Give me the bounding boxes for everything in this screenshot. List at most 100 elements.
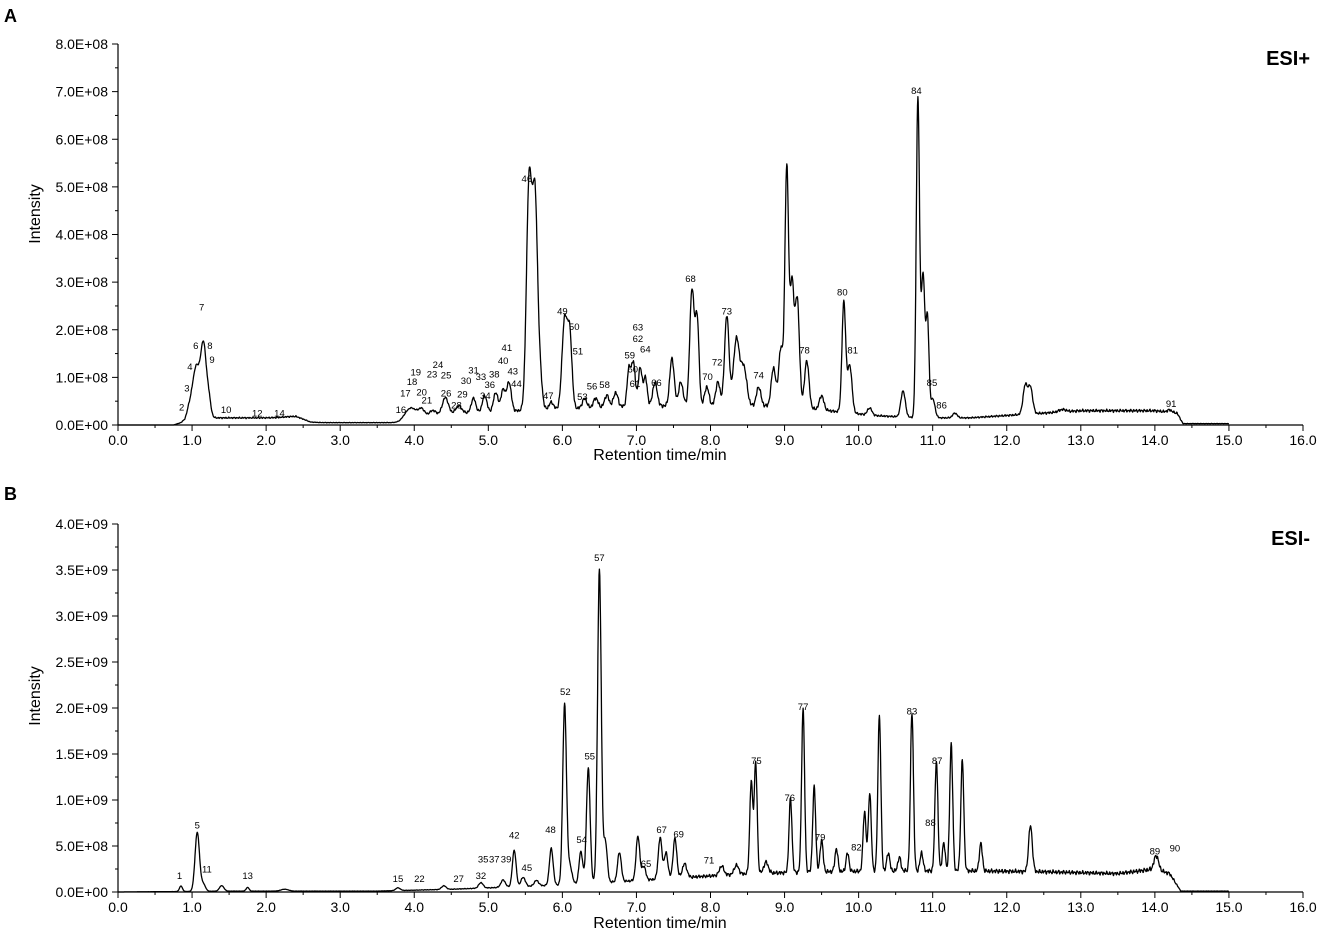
x-tick-label: 1.0 — [182, 899, 202, 915]
x-tick-label: 0.0 — [108, 899, 128, 915]
panel-a-mode-label: ESI+ — [1266, 48, 1310, 70]
peak-label: 12 — [252, 408, 263, 419]
x-tick-label: 5.0 — [479, 899, 499, 915]
peak-label: 66 — [651, 378, 662, 389]
x-tick-label: 12.0 — [993, 432, 1020, 448]
x-tick-label: 2.0 — [256, 432, 276, 448]
peak-label: 10 — [221, 405, 232, 416]
peak-label: 5 — [195, 821, 200, 832]
peak-label: 79 — [815, 832, 826, 843]
peak-label: 77 — [798, 702, 809, 713]
peak-label: 68 — [685, 274, 696, 285]
peak-label: 59 — [624, 350, 635, 361]
x-tick-label: 1.0 — [182, 432, 202, 448]
x-tick-label: 6.0 — [553, 899, 573, 915]
peak-label: 44 — [511, 379, 522, 390]
peak-label: 56 — [587, 381, 598, 392]
peak-label: 83 — [907, 706, 918, 717]
x-tick-label: 6.0 — [553, 432, 573, 448]
x-tick-label: 16.0 — [1289, 899, 1316, 915]
peak-label: 45 — [522, 863, 533, 874]
peak-label: 62 — [633, 334, 644, 345]
peak-label: 70 — [702, 372, 713, 383]
peak-label: 50 — [569, 322, 580, 333]
x-tick-label: 7.0 — [627, 899, 647, 915]
peak-label: 55 — [584, 752, 595, 763]
x-tick-label: 5.0 — [479, 432, 499, 448]
y-tick-label: 3.0E+08 — [55, 274, 108, 290]
peak-label: 73 — [722, 307, 733, 318]
peak-label: 64 — [640, 345, 651, 356]
peak-label: 89 — [1150, 846, 1161, 857]
peak-label: 9 — [209, 355, 214, 366]
chromatogram-trace — [117, 568, 1230, 893]
chromatogram-trace — [117, 95, 1230, 426]
peak-label: 63 — [633, 323, 644, 334]
panel-b-chart: B ESI- Retention time/min Intensity 0.0 1… — [4, 484, 1317, 932]
panel-a-y-axis-title: Intensity — [27, 184, 44, 244]
peak-label: 19 — [410, 367, 421, 378]
peak-label: 87 — [932, 756, 943, 767]
peak-label: 41 — [502, 343, 513, 354]
peak-label: 82 — [851, 843, 862, 854]
peak-label: 2 — [179, 403, 184, 414]
y-tick-label: 6.0E+08 — [55, 131, 108, 147]
peak-label: 51 — [573, 347, 584, 358]
y-tick-label: 4.0E+09 — [55, 516, 108, 532]
peak-label: 76 — [784, 793, 795, 804]
peak-label: 34 — [480, 391, 491, 402]
peak-label: 60 — [627, 365, 638, 376]
x-tick-label: 16.0 — [1289, 432, 1316, 448]
peak-label: 39 — [501, 855, 512, 866]
peak-label: 1 — [177, 871, 182, 882]
peak-label: 52 — [560, 687, 571, 698]
panel-b-label: B — [4, 484, 17, 504]
peak-label: 42 — [509, 831, 520, 842]
peak-label: 88 — [925, 818, 936, 829]
peak-label: 14 — [274, 408, 285, 419]
peak-label: 72 — [712, 357, 723, 368]
peak-label: 35 — [478, 855, 489, 866]
y-tick-label: 2.0E+09 — [55, 700, 108, 716]
y-tick-label: 8.0E+08 — [55, 36, 108, 52]
peak-label: 31 — [468, 366, 479, 377]
peak-label: 18 — [407, 377, 418, 388]
peak-label: 16 — [396, 405, 407, 416]
peak-label: 4 — [187, 362, 192, 373]
x-tick-label: 13.0 — [1067, 899, 1094, 915]
peak-label: 81 — [847, 346, 858, 357]
x-tick-label: 11.0 — [920, 432, 946, 448]
y-tick-label: 1.5E+09 — [55, 746, 108, 762]
peak-label: 75 — [751, 756, 762, 767]
x-tick-label: 8.0 — [701, 432, 721, 448]
peak-label: 71 — [704, 855, 715, 866]
x-tick-label: 7.0 — [627, 432, 647, 448]
x-tick-label: 15.0 — [1215, 432, 1242, 448]
peak-label: 25 — [441, 370, 452, 381]
peak-label: 29 — [457, 389, 468, 400]
y-tick-label: 1.0E+08 — [55, 369, 108, 385]
peak-label: 78 — [799, 346, 810, 357]
x-tick-label: 14.0 — [1141, 899, 1168, 915]
x-tick-label: 11.0 — [920, 899, 946, 915]
panel-a-x-axis-title: Retention time/min — [593, 447, 726, 464]
peak-label: 53 — [577, 392, 588, 403]
peak-label: 54 — [576, 835, 587, 846]
x-tick-label: 13.0 — [1067, 432, 1094, 448]
peak-label: 36 — [485, 380, 496, 391]
peak-label: 22 — [414, 874, 425, 885]
peak-label: 91 — [1166, 399, 1177, 410]
peak-label: 30 — [461, 376, 472, 387]
peak-label: 37 — [489, 855, 500, 866]
x-tick-label: 10.0 — [845, 432, 872, 448]
x-tick-label: 2.0 — [256, 899, 276, 915]
peak-label: 11 — [202, 865, 212, 876]
peak-label: 58 — [599, 380, 610, 391]
peak-label: 74 — [753, 370, 764, 381]
y-tick-label: 7.0E+08 — [55, 84, 108, 100]
x-tick-label: 4.0 — [405, 899, 425, 915]
y-tick-label: 0.0E+00 — [55, 884, 108, 900]
peak-label: 26 — [441, 388, 452, 399]
peak-label: 47 — [543, 391, 554, 402]
